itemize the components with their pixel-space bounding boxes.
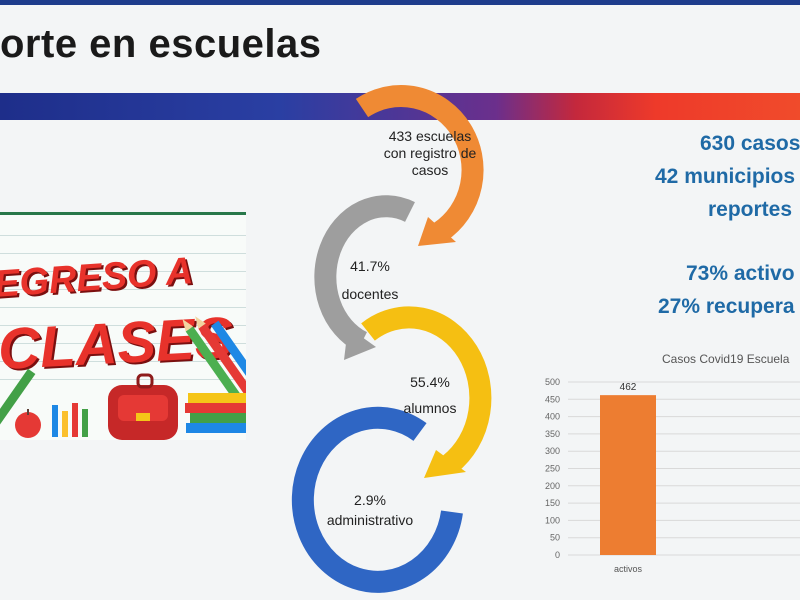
y-tick-label: 0 bbox=[555, 550, 560, 560]
yellow-arrow-arc bbox=[361, 306, 492, 473]
yellow-arrow-head bbox=[424, 450, 466, 478]
admin-label: administrativo bbox=[326, 512, 414, 528]
gray-arrow-head bbox=[344, 327, 376, 360]
y-tick-label: 500 bbox=[545, 377, 560, 387]
page-title: orte en escuelas bbox=[0, 22, 322, 66]
cycle-label-students: 55.4% alumnos bbox=[380, 369, 480, 421]
blue-arrow-arc bbox=[291, 406, 463, 593]
stat-active: 73% activo bbox=[686, 262, 795, 285]
orange-arrow-arc bbox=[355, 85, 484, 242]
stat-cases: 630 casos bbox=[700, 132, 800, 155]
bar-activos bbox=[600, 395, 656, 555]
school-supplies-illustration bbox=[0, 316, 246, 440]
back-to-school-banner: EGRESO A CLASES bbox=[0, 212, 246, 440]
data-label: 462 bbox=[620, 382, 637, 393]
y-tick-label: 50 bbox=[550, 533, 560, 543]
schools-line-3: casos bbox=[411, 162, 449, 178]
y-tick-label: 150 bbox=[545, 498, 560, 508]
chart-title: Casos Covid19 Escuela bbox=[662, 352, 790, 366]
cycle-label-teachers: 41.7% docentes bbox=[320, 252, 420, 308]
cycle-label-admin: 2.9% administrativo bbox=[310, 490, 430, 530]
stat-recovered: 27% recupera bbox=[658, 295, 795, 318]
covid-bar-chart: 0 50 100 150 200 250 300 350 400 450 500 462 activos bbox=[545, 377, 800, 574]
y-tick-label: 300 bbox=[545, 446, 560, 456]
students-percent: 55.4% bbox=[410, 374, 450, 390]
y-tick-label: 100 bbox=[545, 515, 560, 525]
students-label: alumnos bbox=[403, 400, 457, 416]
cycle-diagram bbox=[291, 85, 492, 593]
y-tick-label: 350 bbox=[545, 429, 560, 439]
y-tick-label: 250 bbox=[545, 464, 560, 474]
admin-percent: 2.9% bbox=[354, 492, 386, 508]
schools-line-1: 433 escuelas bbox=[388, 128, 472, 144]
gray-arrow-arc bbox=[314, 195, 415, 352]
y-tick-label: 400 bbox=[545, 412, 560, 422]
top-edge-bar bbox=[0, 0, 800, 5]
stat-reports: reportes bbox=[708, 198, 793, 221]
orange-arrow-head bbox=[418, 217, 456, 246]
teachers-percent: 41.7% bbox=[350, 258, 390, 274]
y-tick-label: 200 bbox=[545, 481, 560, 491]
stat-municipalities: 42 municipios bbox=[655, 165, 796, 188]
cycle-label-schools: 433 escuelas con registro de casos bbox=[370, 128, 490, 179]
schools-line-2: con registro de bbox=[383, 145, 477, 161]
x-category-label: activos bbox=[614, 564, 643, 574]
y-tick-label: 450 bbox=[545, 394, 560, 404]
teachers-label: docentes bbox=[341, 286, 399, 302]
